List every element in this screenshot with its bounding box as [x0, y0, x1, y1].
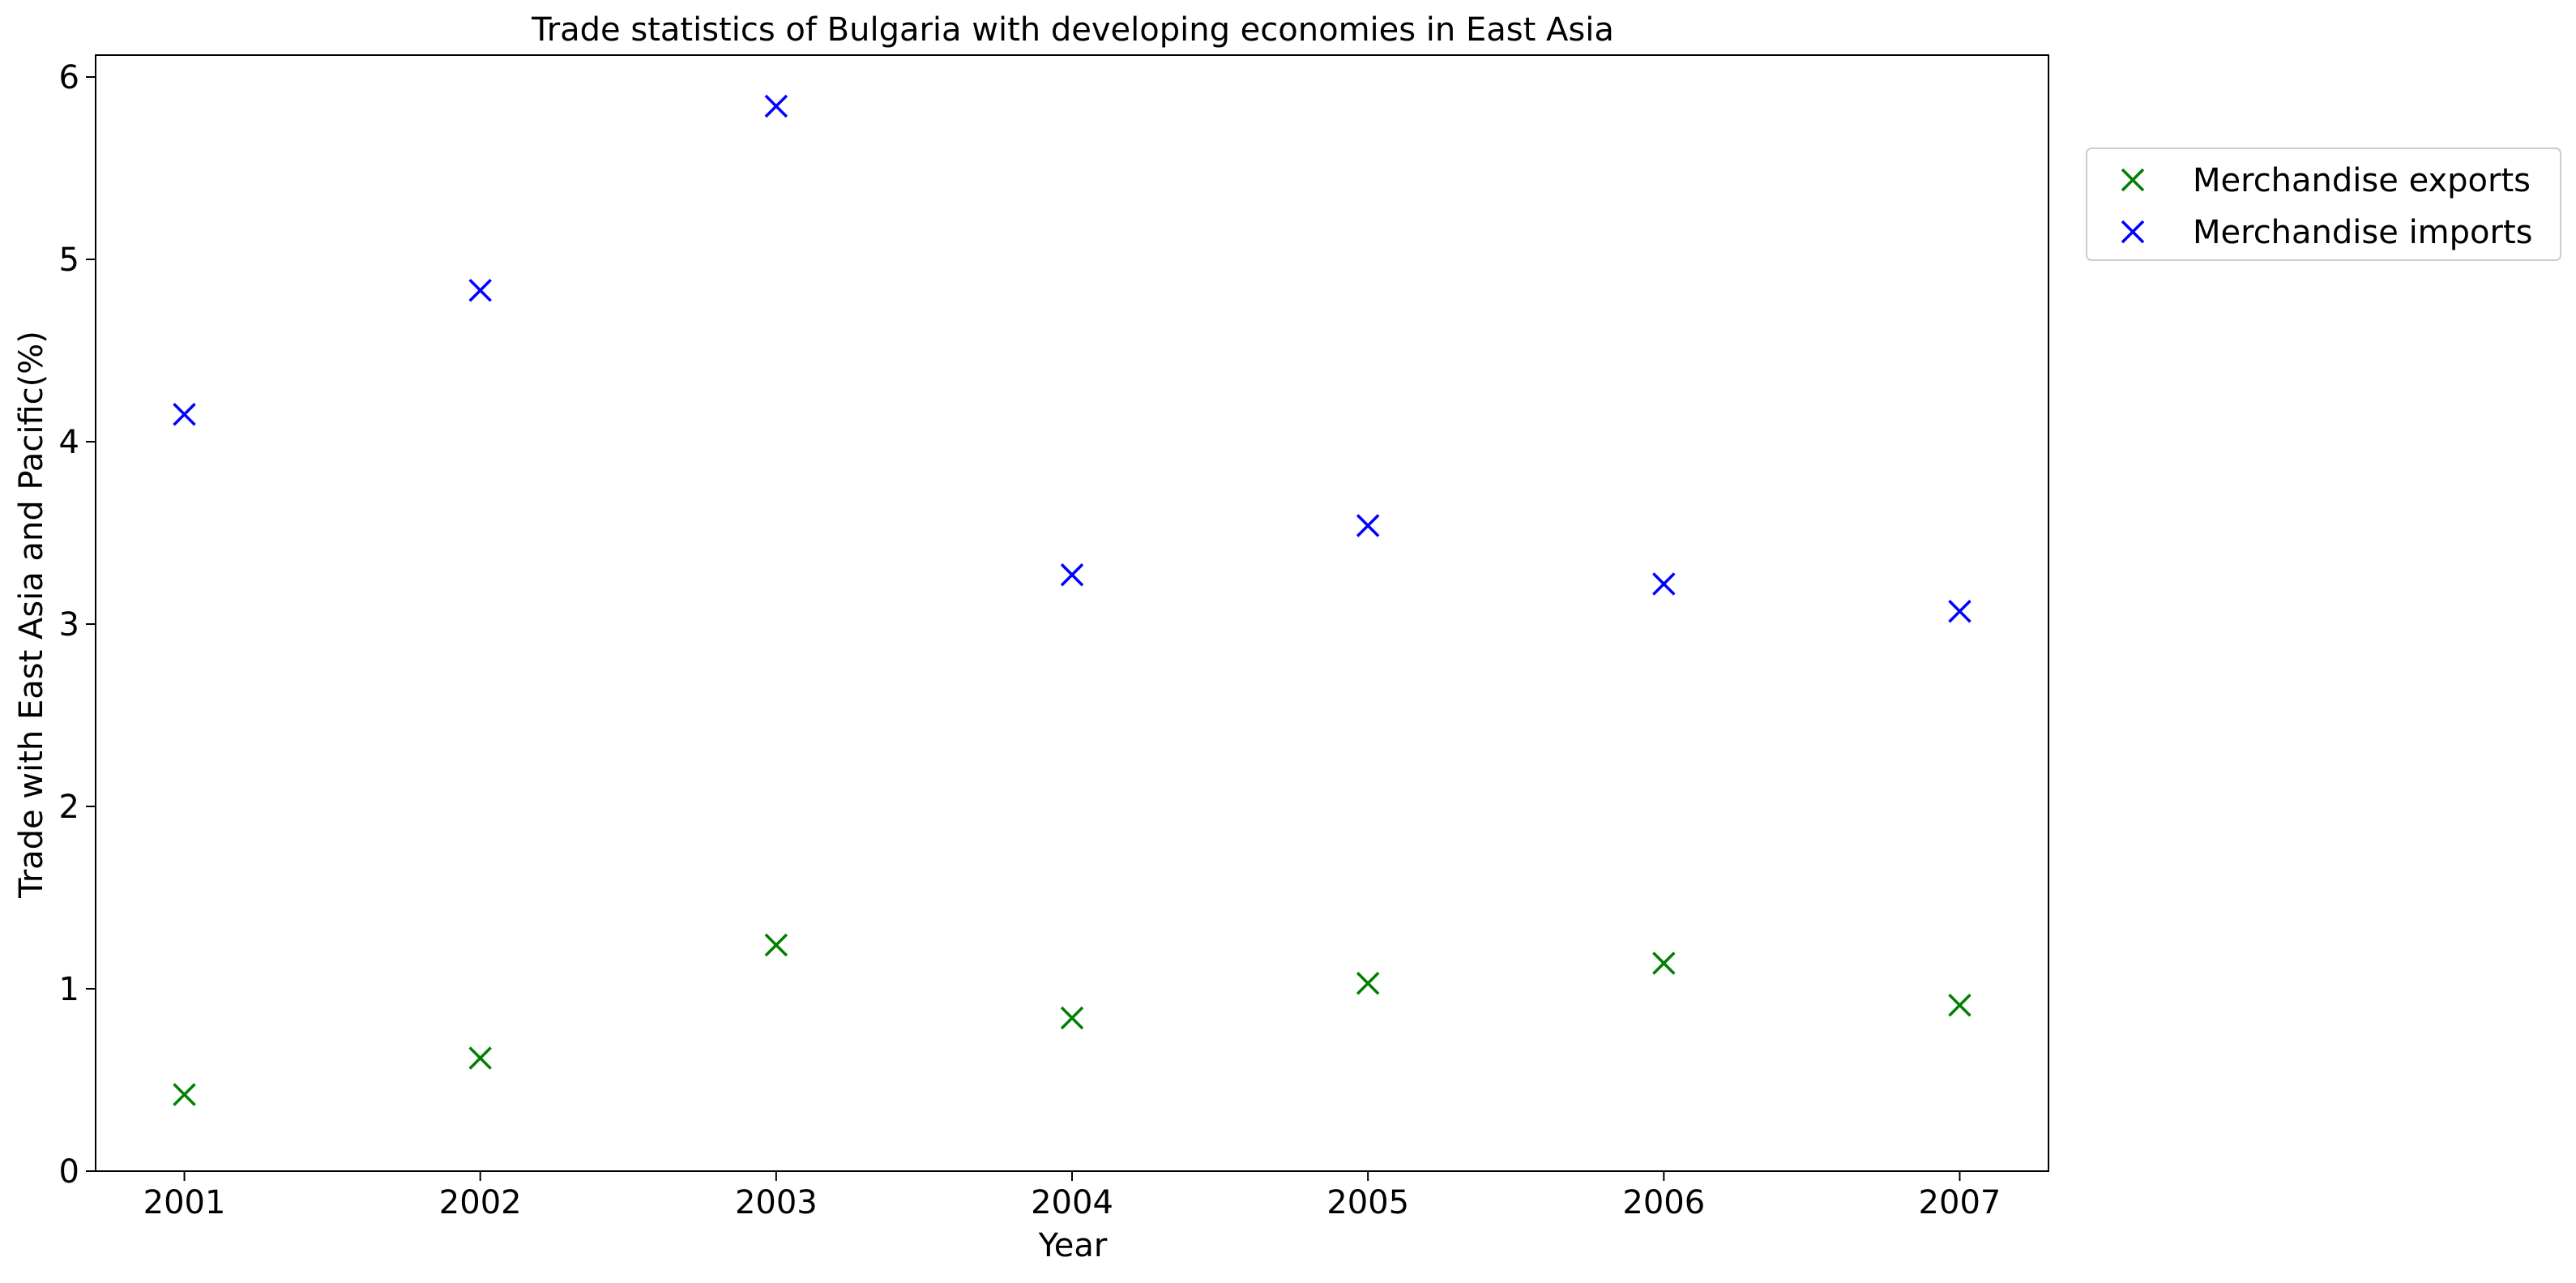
- x-tick-label: 2002: [439, 1184, 522, 1221]
- x-tick-label: 2003: [735, 1184, 818, 1221]
- plot-area: 2001 2002 2003 2004 2005 2006 2007 0 1 2 3 4 5 6: [59, 54, 2049, 1221]
- y-tick-label: 0: [59, 1153, 79, 1191]
- x-tick-label: 2001: [143, 1184, 226, 1221]
- y-tick-label: 3: [59, 606, 79, 644]
- x-tick-label: 2007: [1919, 1184, 2001, 1221]
- y-tick-label: 4: [59, 424, 79, 461]
- legend-label-exports: Merchandise exports: [2193, 162, 2531, 199]
- x-axis-label: Year: [1038, 1227, 1108, 1264]
- data-point-imports: [1356, 514, 1380, 537]
- data-point-imports: [1948, 600, 1972, 623]
- y-axis: 0 1 2 3 4 5 6: [59, 59, 96, 1191]
- data-point-imports: [173, 403, 196, 426]
- data-point-exports: [764, 933, 788, 957]
- data-markers: [173, 94, 1972, 1106]
- data-point-exports: [1060, 1006, 1084, 1030]
- data-point-exports: [1948, 994, 1972, 1017]
- x-tick-label: 2005: [1326, 1184, 1409, 1221]
- x-tick-label: 2004: [1031, 1184, 1113, 1221]
- y-tick-label: 6: [59, 59, 79, 96]
- legend-label-imports: Merchandise imports: [2193, 214, 2532, 251]
- data-point-exports: [173, 1083, 196, 1106]
- legend-marker-exports: [2121, 168, 2145, 192]
- data-point-imports: [1060, 563, 1084, 587]
- x-axis: 2001 2002 2003 2004 2005 2006 2007: [143, 1171, 2001, 1221]
- chart-title: Trade statistics of Bulgaria with develo…: [531, 11, 1614, 49]
- legend-box: [2086, 148, 2561, 261]
- data-point-imports: [764, 94, 788, 118]
- data-point-exports: [1356, 972, 1380, 995]
- y-tick-label: 5: [59, 242, 79, 279]
- y-tick-label: 2: [59, 789, 79, 826]
- y-tick-label: 1: [59, 971, 79, 1008]
- y-axis-label: Trade with East Asia and Pacific(%): [13, 331, 50, 899]
- legend-marker-imports: [2121, 220, 2145, 244]
- x-tick-label: 2006: [1622, 1184, 1705, 1221]
- data-point-imports: [468, 279, 492, 302]
- data-point-exports: [1652, 952, 1676, 975]
- legend: Merchandise exports Merchandise imports: [2086, 148, 2561, 261]
- data-point-imports: [1652, 572, 1676, 596]
- data-point-exports: [468, 1046, 492, 1070]
